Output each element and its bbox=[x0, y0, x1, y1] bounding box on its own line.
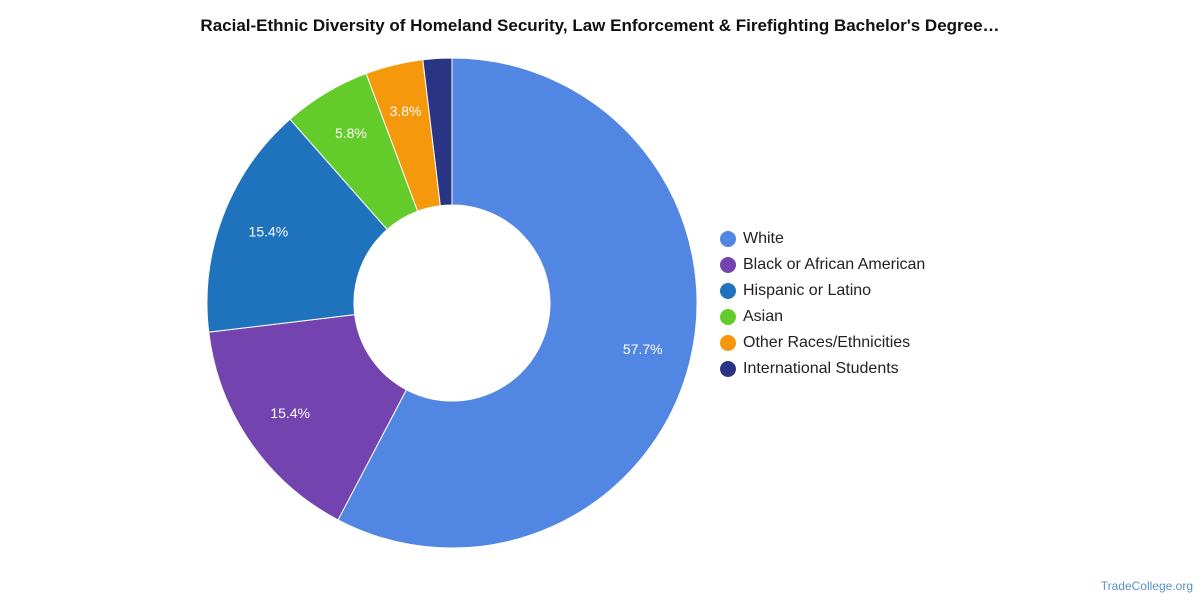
chart-title: Racial-Ethnic Diversity of Homeland Secu… bbox=[200, 16, 1000, 35]
legend-swatch-white bbox=[720, 231, 736, 247]
legend-item-other-races-ethnicities[interactable]: Other Races/Ethnicities bbox=[720, 330, 925, 356]
slice-international-students[interactable] bbox=[422, 57, 453, 207]
data-label-white: 57.7% bbox=[623, 341, 663, 357]
legend-item-black-or-african-american[interactable]: Black or African American bbox=[720, 252, 925, 278]
legend-item-international-students[interactable]: International Students bbox=[720, 356, 925, 382]
legend-swatch-other-races-ethnicities bbox=[720, 335, 736, 351]
slice-hispanic-or-latino[interactable] bbox=[206, 118, 388, 333]
data-label-asian: 5.8% bbox=[335, 125, 367, 141]
legend-label: Black or African American bbox=[743, 256, 926, 273]
data-label-hispanic-or-latino: 15.4% bbox=[249, 224, 289, 240]
site-watermark[interactable]: TradeCollege.org bbox=[1100, 579, 1193, 593]
legend-item-white[interactable]: White bbox=[720, 226, 925, 252]
slice-black-or-african-american[interactable] bbox=[208, 314, 408, 521]
data-label-black-or-african-american: 15.4% bbox=[270, 405, 310, 421]
legend-item-asian[interactable]: Asian bbox=[720, 304, 925, 330]
legend-swatch-international-students bbox=[720, 361, 736, 377]
slice-white[interactable] bbox=[337, 57, 698, 549]
legend-swatch-black-or-african-american bbox=[720, 257, 736, 273]
legend-label: Asian bbox=[743, 308, 784, 325]
legend-swatch-hispanic-or-latino bbox=[720, 283, 736, 299]
chart-legend: White Black or African American Hispanic… bbox=[720, 226, 925, 382]
data-label-other-races-ethnicities: 3.8% bbox=[390, 103, 422, 119]
legend-label: Other Races/Ethnicities bbox=[743, 334, 911, 351]
legend-item-hispanic-or-latino[interactable]: Hispanic or Latino bbox=[720, 278, 925, 304]
legend-label: Hispanic or Latino bbox=[743, 282, 872, 299]
legend-label: International Students bbox=[743, 360, 899, 377]
legend-swatch-asian bbox=[720, 309, 736, 325]
legend-label: White bbox=[743, 230, 784, 247]
